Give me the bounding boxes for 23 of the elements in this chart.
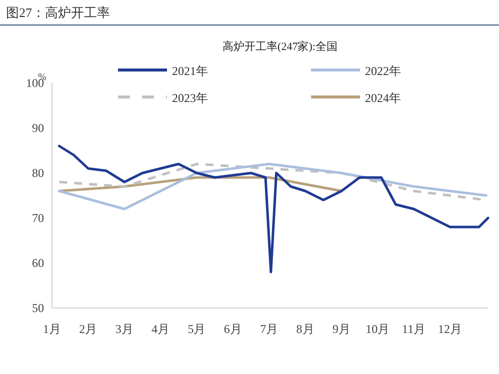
x-tick-label: 6月 bbox=[224, 322, 242, 336]
x-tick-label: 12月 bbox=[438, 322, 462, 336]
x-tick-label: 4月 bbox=[152, 322, 170, 336]
y-tick-label: 80 bbox=[32, 166, 44, 180]
x-tick-label: 7月 bbox=[260, 322, 278, 336]
legend-label: 2022年 bbox=[365, 64, 401, 78]
y-tick-label: 90 bbox=[32, 121, 44, 135]
chart-title: 高炉开工率(247家):全国 bbox=[222, 40, 338, 53]
x-tick-label: 8月 bbox=[296, 322, 314, 336]
y-tick-label: 70 bbox=[32, 211, 44, 225]
x-tick-label: 10月 bbox=[366, 322, 390, 336]
legend-label: 2023年 bbox=[172, 91, 208, 105]
x-tick-label: 1月 bbox=[43, 322, 61, 336]
legend-label: 2024年 bbox=[365, 91, 401, 105]
chart-subtitle: 图27：高炉开工率 bbox=[6, 5, 110, 20]
y-tick-label: 60 bbox=[32, 256, 44, 270]
x-tick-label: 11月 bbox=[402, 322, 426, 336]
y-tick-label: 50 bbox=[32, 301, 44, 315]
x-tick-label: 3月 bbox=[115, 322, 134, 336]
x-tick-label: 5月 bbox=[188, 322, 206, 336]
x-tick-label: 9月 bbox=[332, 322, 350, 336]
legend-label: 2021年 bbox=[172, 64, 208, 78]
x-tick-label: 2月 bbox=[79, 322, 98, 336]
